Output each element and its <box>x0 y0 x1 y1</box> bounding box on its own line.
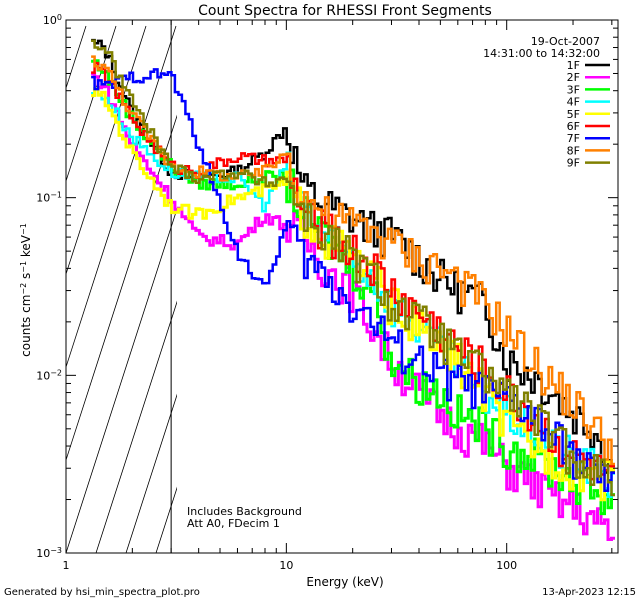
footer-timestamp: 13-Apr-2023 12:15 <box>542 587 636 598</box>
legend-label-8F: 8F <box>567 144 580 157</box>
annotation-attenuator: Att A0, FDecim 1 <box>187 517 280 530</box>
x-axis-label: Energy (keV) <box>306 575 383 589</box>
x-tick-labels: 1 10 100 <box>63 559 518 572</box>
hatch-line <box>66 25 177 369</box>
hatch-line <box>125 393 177 553</box>
header-time-range: 14:31:00 to 14:32:00 <box>483 47 600 60</box>
hatch-line <box>66 25 87 90</box>
header-date: 19-Oct-2007 <box>531 35 600 48</box>
y-tick-label: 100 <box>43 13 62 28</box>
series-line-2F <box>91 72 615 541</box>
hatch-line <box>95 300 177 553</box>
legend-label-2F: 2F <box>567 71 580 84</box>
legend-label-9F: 9F <box>567 157 580 170</box>
plot-frame <box>65 19 619 554</box>
x-tick-label: 1 <box>63 559 70 572</box>
hatch-line <box>155 486 177 553</box>
annotation-background: Includes Background <box>187 505 302 518</box>
legend-label-5F: 5F <box>567 108 580 121</box>
hatch-line <box>66 25 117 183</box>
y-tick-label: 10−3 <box>36 546 62 561</box>
hatch-line <box>66 207 177 553</box>
hatch-line <box>186 26 356 553</box>
legend-label-3F: 3F <box>567 83 580 96</box>
hatch-line <box>0 26 56 553</box>
axis-ticks <box>65 19 618 554</box>
x-tick-label: 10 <box>279 559 293 572</box>
series-line-7F <box>91 68 615 493</box>
series-layer <box>91 38 615 541</box>
legend-label-6F: 6F <box>567 120 580 133</box>
footer-generator: Generated by hsi_min_spectra_plot.pro <box>4 587 200 598</box>
hatch-line <box>636 26 640 553</box>
chart-title: Count Spectra for RHESSI Front Segments <box>198 3 492 19</box>
y-tick-label: 10−1 <box>36 190 62 205</box>
series-line-9F <box>91 39 615 497</box>
y-axis-label: counts cm−2 s−1 keV−1 <box>19 223 34 357</box>
y-tick-labels: 100 10−1 10−2 10−3 <box>36 13 62 561</box>
x-tick-label: 100 <box>496 559 517 572</box>
y-tick-label: 10−2 <box>36 368 62 383</box>
legend-label-1F: 1F <box>567 59 580 72</box>
legend-label-7F: 7F <box>567 132 580 145</box>
hatch-line <box>66 114 177 462</box>
legend-label-4F: 4F <box>567 96 580 109</box>
hatched-region <box>0 20 640 553</box>
